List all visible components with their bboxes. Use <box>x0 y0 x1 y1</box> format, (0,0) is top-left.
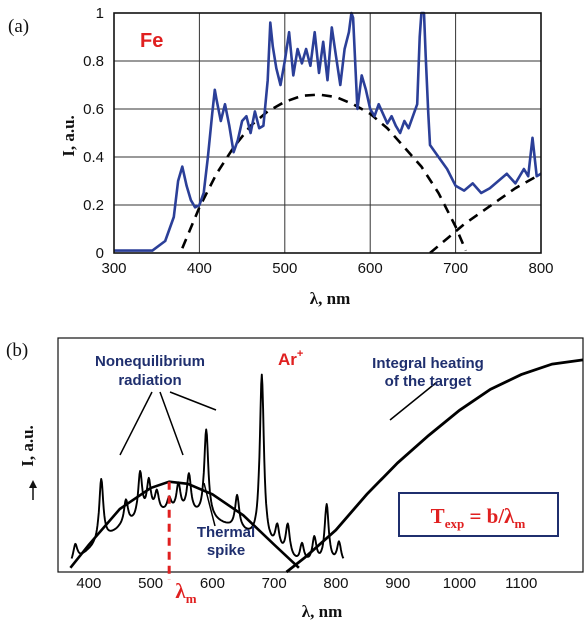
lambda-m-label: λm <box>175 579 196 606</box>
panel-a-x-tick-label: 500 <box>272 260 297 277</box>
panel-a-x-tick-label: 400 <box>187 260 212 277</box>
panel-b-x-tick-label: 1100 <box>505 575 537 592</box>
panel-a-y-tick-label: 1 <box>96 5 104 22</box>
panel-b-x-tick-label: 900 <box>385 575 410 592</box>
panel-b-x-tick-label: 700 <box>262 575 287 592</box>
thermal-spike-label-line1: Thermal <box>197 524 255 541</box>
panel-b-x-ticks: 400 500 600 700 800 900 1000 1100 <box>76 575 537 592</box>
panel-b-x-tick-label: 500 <box>138 575 163 592</box>
annotation-pointer-lines <box>119 381 438 527</box>
panel-a-y-tick-label: 0.6 <box>83 101 104 118</box>
integral-heating-label-line1: Integral heating <box>372 355 484 372</box>
panel-a-y-tick-label: 0.8 <box>83 53 104 70</box>
thermal-spike-envelope-curve <box>69 480 300 569</box>
panel-a-y-tick-label: 0.4 <box>83 149 104 166</box>
panel-a-y-tick-label: 0.2 <box>83 197 104 214</box>
panel-a-x-tick-label: 600 <box>358 260 383 277</box>
panel-a-x-tick-label: 300 <box>101 260 126 277</box>
nonequilibrium-label-line2: radiation <box>118 372 181 389</box>
integral-heating-label-line2: of the target <box>385 373 472 390</box>
panel-b-y-axis-label: I, a.u. <box>18 425 37 467</box>
panel-b-label: (b) <box>6 340 28 361</box>
emission-spectrum-line <box>70 373 345 559</box>
panel-a-x-tick-label: 700 <box>443 260 468 277</box>
panel-a-y-tick-label: 0 <box>96 245 104 262</box>
thermal-spike-label-line2: spike <box>207 542 245 559</box>
panel-a-x-axis-label: λ, nm <box>310 289 350 308</box>
formula-box: Texp = b/λm <box>398 492 559 537</box>
formula-text: Texp = b/λm <box>431 504 526 531</box>
fe-annotation: Fe <box>140 30 163 52</box>
panel-a-dashed-fit-line <box>429 172 542 254</box>
panel-a: (a) 300 400 500 600 700 800 0 0.2 0.4 0.6 0.8 1 Fe… <box>8 5 554 308</box>
panel-a-label: (a) <box>8 16 29 37</box>
panel-a-x-tick-label: 800 <box>528 260 553 277</box>
panel-b: (b) Nonequilibrium radiation Ar+ Integra… <box>6 337 584 621</box>
panel-b-frame <box>57 337 584 573</box>
formula-box-frame <box>398 492 559 537</box>
panel-a-x-ticks: 300 400 500 600 700 800 <box>101 260 553 277</box>
panel-a-plot-frame <box>113 12 542 254</box>
panel-a-y-axis-label: I, a.u. <box>59 115 78 157</box>
panel-b-x-tick-label: 800 <box>323 575 348 592</box>
panel-b-x-tick-label: 600 <box>200 575 225 592</box>
panel-a-spectrum-line <box>114 11 542 252</box>
panel-b-x-tick-label: 1000 <box>443 575 476 592</box>
nonequilibrium-label-line1: Nonequilibrium <box>95 353 205 370</box>
integral-heating-curve <box>285 358 584 574</box>
y-axis-arrow <box>29 480 37 500</box>
panel-a-fit-curves <box>181 93 542 254</box>
panel-a-dashed-fit-line <box>181 93 467 252</box>
panel-b-x-tick-label: 400 <box>76 575 101 592</box>
panel-b-x-axis-label: λ, nm <box>302 602 342 621</box>
panel-a-y-ticks: 0 0.2 0.4 0.6 0.8 1 <box>83 5 104 262</box>
panel-a-grid <box>114 13 541 253</box>
ar-ion-annotation: Ar+ <box>278 348 303 369</box>
